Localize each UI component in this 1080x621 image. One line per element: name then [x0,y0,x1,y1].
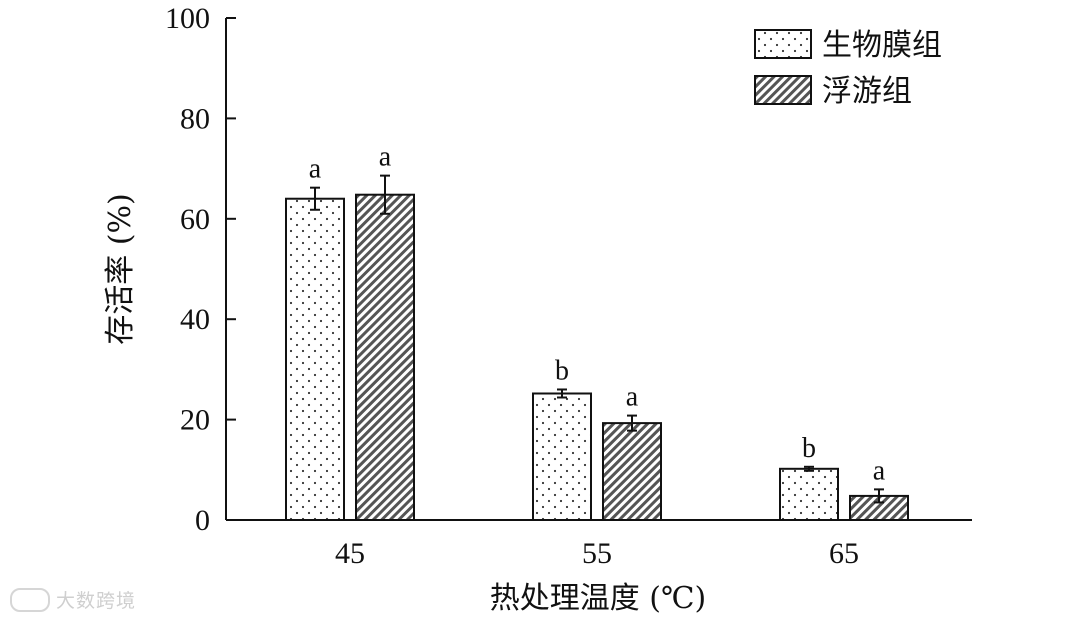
x-axis-title: 热处理温度 (℃) [490,581,707,616]
significance-label: a [626,382,639,413]
bar [532,392,592,521]
legend-label: 生物膜组 [822,28,942,63]
legend-swatch [754,29,812,59]
bar [779,467,839,521]
y-tick-label: 40 [180,303,210,336]
axes [225,18,972,521]
bar [285,197,345,521]
significance-label: b [555,355,569,386]
watermark-logo-icon [10,587,50,612]
watermark: 大数跨境 [10,586,136,614]
x-tick-label: 45 [335,537,365,570]
bars: a a b a b a [285,142,909,522]
significance-label: a [379,142,392,173]
y-tick-label: 20 [180,404,210,437]
y-ticks: 0 20 40 60 80 100 [165,2,236,537]
y-tick-label: 0 [195,504,210,537]
x-tick-label: 55 [582,537,612,570]
legend-swatch [754,75,812,105]
significance-label: b [802,433,816,464]
y-tick-label: 60 [180,203,210,236]
significance-label: a [873,455,886,486]
y-axis-title: 存活率 (%) [103,193,138,344]
watermark-text: 大数跨境 [56,590,137,612]
bar [355,193,415,521]
x-tick-label: 65 [829,537,859,570]
significance-label: a [309,154,322,185]
y-tick-label: 100 [165,2,210,35]
y-tick-label: 80 [180,102,210,135]
x-ticks: 45 55 65 [335,537,859,570]
legend-label: 浮游组 [822,74,912,109]
bar [602,422,662,522]
